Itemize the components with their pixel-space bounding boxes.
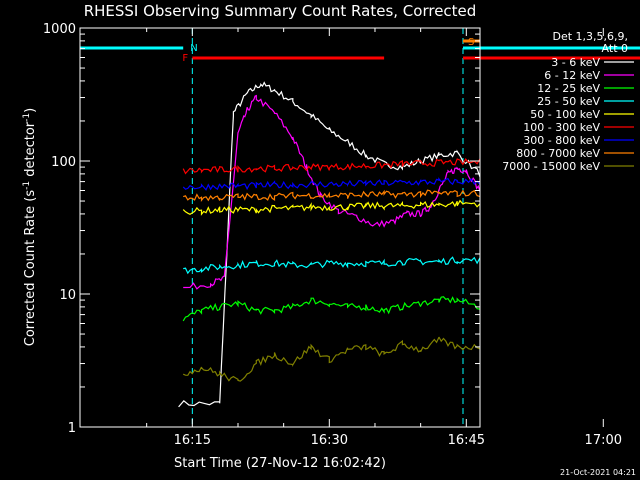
legend-entry-label: 100 - 300 keV — [523, 121, 600, 134]
legend-title-line: Att 0 — [602, 42, 628, 55]
x-tick-label: 17:00 — [585, 433, 622, 448]
plot-frame — [79, 27, 481, 428]
y-tick-label: 10 — [59, 288, 76, 303]
legend-title-line: Det 1,3,5,6,9, — [552, 30, 628, 43]
legend-entry-label: 6 - 12 keV — [544, 69, 600, 82]
y-axis-label-sup2: -1 — [22, 113, 32, 122]
x-axis-label: Start Time (27-Nov-12 16:02:42) — [174, 456, 386, 471]
series-line — [182, 177, 481, 191]
series-line — [182, 199, 481, 216]
series-line — [183, 256, 481, 275]
series-line — [182, 336, 481, 382]
flag-label-f: F — [182, 53, 188, 64]
flag-label-s: S — [468, 37, 474, 48]
x-tick-label: 16:30 — [311, 433, 348, 448]
legend-entry-label: 300 - 800 keV — [523, 134, 600, 147]
legend-entry-label: 50 - 100 keV — [530, 108, 600, 121]
series-line — [183, 94, 481, 290]
y-axis-label: Corrected Count Rate (s-1 detector-1) — [22, 108, 38, 346]
flag-label-n: N — [190, 43, 197, 54]
y-tick-label: 100 — [51, 155, 76, 170]
x-tick-label: 16:45 — [448, 433, 485, 448]
y-tick-label: 1000 — [43, 22, 76, 37]
y-axis-label-mid: detector — [23, 121, 38, 181]
y-axis-label-suffix: ) — [23, 108, 38, 113]
x-tick-label: 16:15 — [174, 433, 211, 448]
legend-entry-label: 3 - 6 keV — [551, 56, 600, 69]
series-line — [182, 296, 481, 322]
series-line — [178, 81, 481, 408]
y-tick-label: 1 — [68, 421, 76, 436]
legend-entry-label: 25 - 50 keV — [537, 95, 600, 108]
date-stamp: 21-Oct-2021 04:21 — [560, 468, 636, 477]
legend-entry-label: 7000 - 15000 keV — [502, 160, 600, 173]
legend-entry-label: 800 - 7000 keV — [516, 147, 600, 160]
chart-title: RHESSI Observing Summary Count Rates, Co… — [84, 2, 477, 20]
series-layer — [178, 81, 481, 408]
series-line — [182, 158, 481, 175]
series-line — [183, 189, 481, 203]
y-axis-label-sup1: -1 — [22, 181, 32, 190]
y-axis-label-prefix: Corrected Count Rate (s — [23, 190, 38, 347]
legend-entry-label: 12 - 25 keV — [537, 82, 600, 95]
